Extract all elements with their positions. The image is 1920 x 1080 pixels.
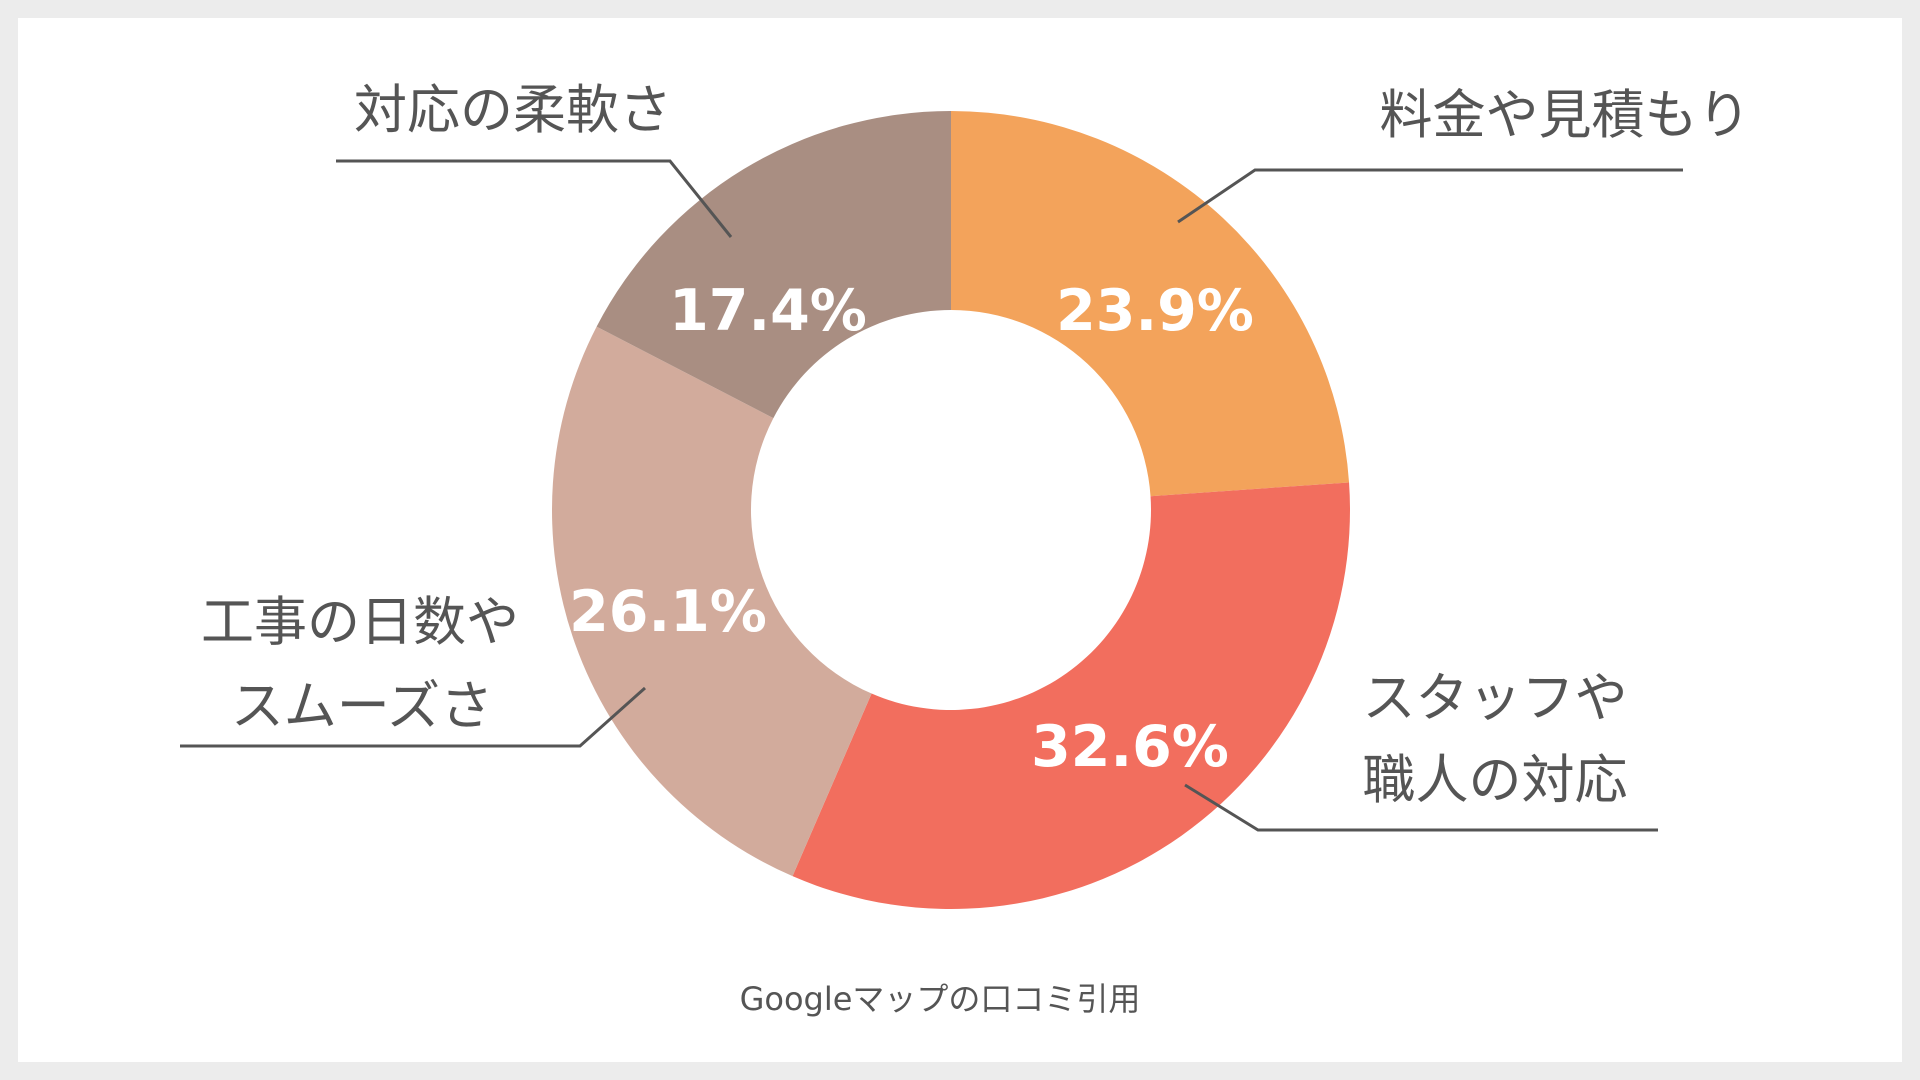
slice-category-label: 工事の日数や <box>201 592 519 653</box>
slice-value-label: 32.6% <box>1031 714 1229 780</box>
donut-slice <box>951 111 1350 497</box>
callout-lines <box>180 159 1683 832</box>
donut-slices <box>551 111 1350 909</box>
slice-value-label: 26.1% <box>569 579 767 645</box>
callout-line <box>180 686 646 748</box>
slice-category-label: 職人の対応 <box>1363 750 1628 811</box>
slice-category-label: 料金や見積もり <box>1380 85 1751 146</box>
value-labels: 23.9% 32.6% 26.1% 17.4% <box>569 278 1254 780</box>
slice-category-label: スムーズさ <box>231 676 493 737</box>
donut-slice <box>551 326 872 877</box>
slice-category-label: 対応の柔軟さ <box>354 80 672 141</box>
callout-line <box>1177 168 1683 224</box>
callout-line <box>1184 783 1658 832</box>
slice-value-label: 23.9% <box>1056 278 1254 344</box>
slice-category-label: スタッフや <box>1363 668 1628 729</box>
donut-slice <box>596 111 951 419</box>
donut-slice <box>792 482 1350 909</box>
slice-value-label: 17.4% <box>669 278 867 344</box>
callout-line <box>336 159 733 238</box>
source-note: Googleマップの口コミ引用 <box>740 980 1141 1018</box>
